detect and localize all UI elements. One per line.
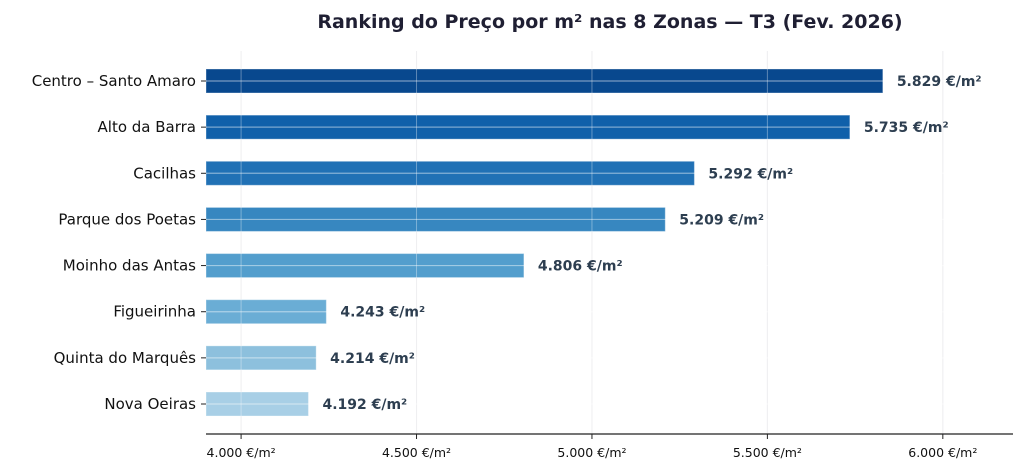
x-tick-label: 4.500 €/m² — [382, 445, 451, 460]
x-tick-label: 5.500 €/m² — [733, 445, 802, 460]
bar — [205, 391, 309, 417]
y-tick-label: Cacilhas — [133, 164, 196, 182]
y-tick-label: Parque dos Poetas — [58, 210, 196, 228]
x-tick-label: 5.000 €/m² — [557, 445, 626, 460]
chart-title: Ranking do Preço por m² nas 8 Zonas — T3… — [317, 11, 902, 33]
bar — [205, 299, 327, 325]
data-label: 4.192 €/m² — [322, 397, 407, 413]
data-label: 5.209 €/m² — [679, 212, 764, 228]
data-label: 5.829 €/m² — [897, 74, 982, 90]
bar — [205, 345, 317, 371]
bars — [205, 68, 884, 417]
y-tick-label: Alto da Barra — [98, 118, 196, 136]
bar — [205, 68, 884, 94]
y-tick-label: Quinta do Marquês — [54, 349, 197, 367]
x-axis: 4.000 €/m² 4.500 €/m² 5.000 €/m² 5.500 €/m²… — [201, 80, 1013, 460]
y-tick-label: Figueirinha — [113, 303, 196, 321]
data-label: 4.214 €/m² — [330, 351, 415, 367]
labels: 5.829 €/m² Centro – Santo Amaro 5.735 €/m²… — [32, 72, 982, 413]
data-label: 4.243 €/m² — [340, 305, 425, 321]
bar — [205, 160, 695, 186]
grid — [240, 51, 944, 434]
bar — [205, 253, 525, 279]
y-tick-label: Moinho das Antas — [63, 257, 196, 275]
horizontal-grid — [206, 51, 1013, 434]
data-label: 5.735 €/m² — [864, 120, 949, 136]
y-tick-label: Centro – Santo Amaro — [32, 72, 196, 90]
x-tick-label: 6.000 €/m² — [908, 445, 977, 460]
y-tick-label: Nova Oeiras — [104, 395, 196, 413]
data-label: 4.806 €/m² — [538, 259, 623, 275]
data-label: 5.292 €/m² — [708, 166, 793, 182]
bar — [205, 206, 666, 232]
x-tick-label: 4.000 €/m² — [207, 445, 276, 460]
